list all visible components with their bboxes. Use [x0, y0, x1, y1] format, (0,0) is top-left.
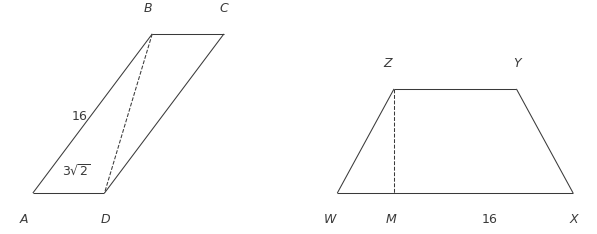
Text: $Y$: $Y$ — [513, 57, 524, 70]
Text: $W$: $W$ — [324, 213, 338, 226]
Text: $M$: $M$ — [386, 213, 398, 226]
Text: $C$: $C$ — [219, 2, 229, 15]
Text: $D$: $D$ — [100, 213, 111, 226]
Text: $X$: $X$ — [570, 213, 580, 226]
Text: $A$: $A$ — [19, 213, 29, 226]
Text: $16$: $16$ — [71, 110, 88, 124]
Text: $B$: $B$ — [143, 2, 153, 15]
Text: $3\sqrt{2}$: $3\sqrt{2}$ — [62, 164, 91, 179]
Text: $16$: $16$ — [481, 213, 498, 226]
Text: $Z$: $Z$ — [383, 57, 394, 70]
